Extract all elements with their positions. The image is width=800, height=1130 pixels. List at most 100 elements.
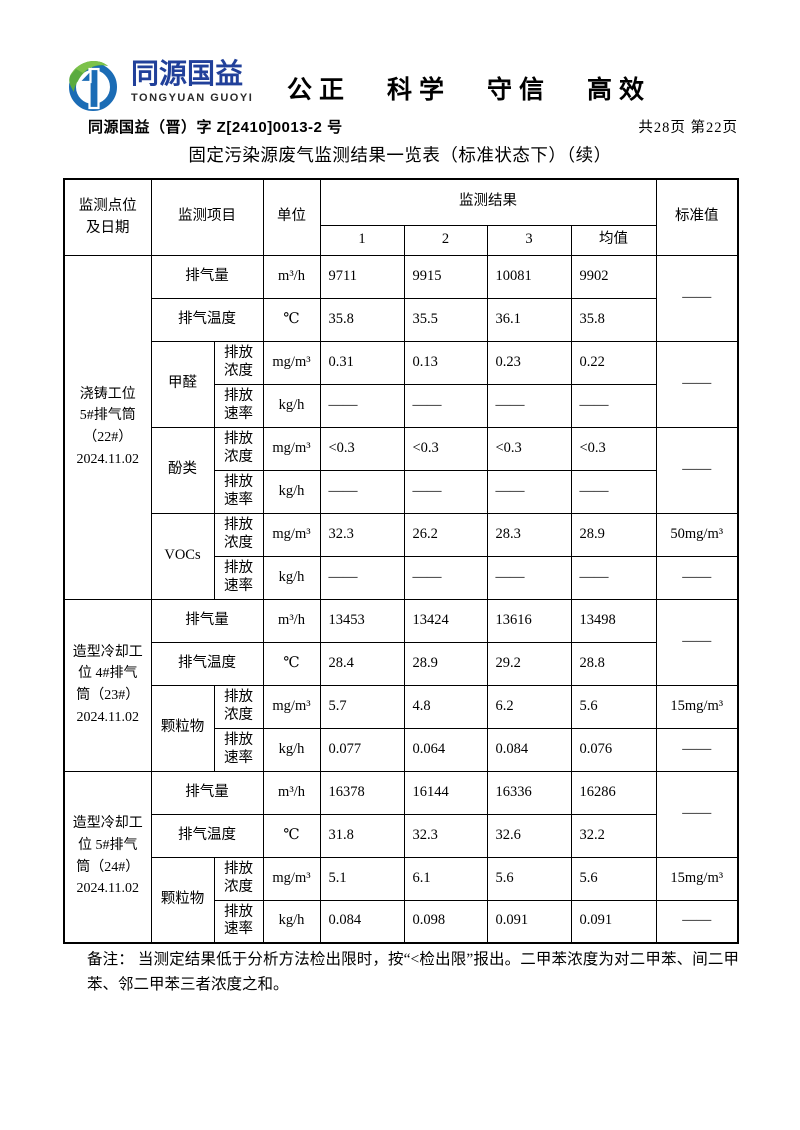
sub-item-cell: 排放 浓度 bbox=[213, 426, 264, 471]
result-cell: —— bbox=[486, 383, 572, 428]
result-cell: <0.3 bbox=[570, 426, 657, 471]
result-cell: 0.064 bbox=[403, 727, 488, 772]
result-cell: —— bbox=[403, 383, 488, 428]
result-cell: —— bbox=[319, 469, 405, 514]
footnote: 备注： 当测定结果低于分析方法检出限时，按“<检出限”报出。二甲苯浓度为对二甲苯… bbox=[87, 951, 739, 993]
unit-cell: kg/h bbox=[262, 469, 321, 514]
result-cell: 0.13 bbox=[403, 340, 488, 385]
col-header-point: 监测点位 及日期 bbox=[63, 178, 152, 256]
col-header-sample-1: 1 bbox=[319, 224, 405, 256]
result-cell: —— bbox=[570, 383, 657, 428]
table-row: 甲醛 排放 浓度 mg/m³ 0.31 0.13 0.23 0.22 —— bbox=[64, 340, 739, 428]
result-cell: 0.22 bbox=[570, 340, 657, 385]
result-cell: 32.2 bbox=[570, 813, 657, 858]
item-cell: 排气量 bbox=[150, 598, 264, 643]
standard-cell: —— bbox=[655, 899, 739, 944]
table-row: 浇铸工位 5#排气筒 （22#） 2024.11.02 排气量 m³/h 971… bbox=[63, 254, 739, 600]
logo-mark-icon bbox=[69, 60, 117, 111]
table-row: 酚类 排放 浓度 mg/m³ <0.3 <0.3 <0.3 <0.3 —— bbox=[64, 426, 739, 514]
table-row: 排气温度 ℃ 28.4 28.9 29.2 28.8 bbox=[64, 641, 738, 686]
page-title: 固定污染源废气监测结果一览表（标准状态下）（续） bbox=[188, 145, 612, 165]
unit-cell: ℃ bbox=[262, 297, 321, 342]
result-cell: 9711 bbox=[319, 254, 405, 299]
doc-row: 同源国益（晋）字 Z[2410]0013-2 号 共28页 第22页 bbox=[88, 116, 738, 137]
item-cell: 排气温度 bbox=[150, 813, 264, 858]
result-cell: —— bbox=[403, 555, 488, 600]
result-cell: 29.2 bbox=[486, 641, 572, 686]
unit-cell: m³/h bbox=[262, 598, 321, 643]
result-cell: 32.6 bbox=[486, 813, 572, 858]
result-cell: 36.1 bbox=[486, 297, 572, 342]
item-cell: VOCs bbox=[150, 512, 215, 600]
col-header-unit: 单位 bbox=[262, 178, 321, 256]
slogan-word: 高效 bbox=[587, 77, 652, 104]
result-cell: <0.3 bbox=[486, 426, 572, 471]
results-table: 监测点位 及日期 监测项目 单位 监测结果 标准值 1 2 3 均值 浇铸工位 … bbox=[63, 178, 739, 944]
logo-text: 同源国益 TONGYUAN GUOYI bbox=[131, 56, 253, 104]
result-cell: 0.091 bbox=[486, 899, 572, 944]
unit-cell: kg/h bbox=[262, 899, 321, 944]
result-cell: 0.23 bbox=[486, 340, 572, 385]
result-cell: 28.8 bbox=[570, 641, 657, 686]
result-cell: 13616 bbox=[486, 598, 572, 643]
result-cell: —— bbox=[486, 469, 572, 514]
result-cell: 28.3 bbox=[486, 512, 572, 557]
result-cell: 13424 bbox=[403, 598, 488, 643]
company-logo: 同源国益 TONGYUAN GUOYI bbox=[66, 56, 253, 114]
result-cell: 28.9 bbox=[403, 641, 488, 686]
result-cell: 5.6 bbox=[570, 684, 657, 729]
result-cell: 6.2 bbox=[486, 684, 572, 729]
result-cell: 9915 bbox=[403, 254, 488, 299]
result-cell: —— bbox=[403, 469, 488, 514]
sub-item-cell: 排放 浓度 bbox=[213, 340, 264, 385]
standard-cell: —— bbox=[655, 426, 739, 514]
result-cell: 28.9 bbox=[570, 512, 657, 557]
unit-cell: kg/h bbox=[262, 383, 321, 428]
result-cell: 0.084 bbox=[486, 727, 572, 772]
result-cell: 35.8 bbox=[319, 297, 405, 342]
result-cell: 35.8 bbox=[570, 297, 657, 342]
result-cell: 6.1 bbox=[403, 856, 488, 901]
col-header-sample-2: 2 bbox=[403, 224, 488, 256]
table-row: 排气温度 ℃ 35.8 35.5 36.1 35.8 bbox=[64, 297, 738, 342]
table-header-row: 监测点位 及日期 监测项目 单位 监测结果 标准值 bbox=[63, 178, 739, 256]
doc-number: 同源国益（晋）字 Z[2410]0013-2 号 bbox=[88, 119, 343, 136]
item-cell: 颗粒物 bbox=[150, 856, 215, 944]
item-cell: 排气温度 bbox=[150, 297, 264, 342]
result-cell: 0.084 bbox=[319, 899, 405, 944]
unit-cell: mg/m³ bbox=[262, 426, 321, 471]
unit-cell: m³/h bbox=[262, 254, 321, 299]
result-cell: 5.1 bbox=[319, 856, 405, 901]
col-header-item: 监测项目 bbox=[150, 178, 264, 256]
sub-item-cell: 排放 速率 bbox=[213, 899, 264, 944]
result-cell: 5.6 bbox=[570, 856, 657, 901]
standard-cell: —— bbox=[655, 340, 739, 428]
table-subheader-row: 1 2 3 均值 bbox=[64, 224, 738, 256]
unit-cell: mg/m³ bbox=[262, 856, 321, 901]
item-cell: 甲醛 bbox=[150, 340, 215, 428]
standard-cell: —— bbox=[655, 254, 739, 342]
result-cell: 0.091 bbox=[570, 899, 657, 944]
result-cell: 16144 bbox=[403, 770, 488, 815]
slogan: 公正 科学 守信 高效 bbox=[287, 70, 651, 106]
result-cell: —— bbox=[486, 555, 572, 600]
table-row: 颗粒物 排放 浓度 mg/m³ 5.7 4.8 6.2 5.6 15mg/m³ bbox=[64, 684, 739, 772]
item-cell: 排气量 bbox=[150, 770, 264, 815]
result-cell: —— bbox=[570, 469, 657, 514]
item-cell: 排气温度 bbox=[150, 641, 264, 686]
result-cell: 4.8 bbox=[403, 684, 488, 729]
sub-item-cell: 排放 速率 bbox=[213, 555, 264, 600]
item-cell: 酚类 bbox=[150, 426, 215, 514]
table-row: VOCs 排放 浓度 mg/m³ 32.3 26.2 28.3 28.9 50m… bbox=[64, 512, 739, 600]
col-header-standard: 标准值 bbox=[655, 178, 739, 256]
result-cell: 0.098 bbox=[403, 899, 488, 944]
result-cell: 26.2 bbox=[403, 512, 488, 557]
item-cell: 排气量 bbox=[150, 254, 264, 299]
unit-cell: ℃ bbox=[262, 641, 321, 686]
logo-name-en: TONGYUAN GUOYI bbox=[131, 91, 254, 104]
unit-cell: mg/m³ bbox=[262, 684, 321, 729]
result-cell: —— bbox=[319, 555, 405, 600]
table-row: 造型冷却工 位 4#排气 筒（23#） 2024.11.02 排气量 m³/h … bbox=[63, 598, 739, 772]
logo-name-cn: 同源国益 bbox=[131, 58, 244, 89]
slogan-word: 公正 bbox=[287, 77, 352, 104]
